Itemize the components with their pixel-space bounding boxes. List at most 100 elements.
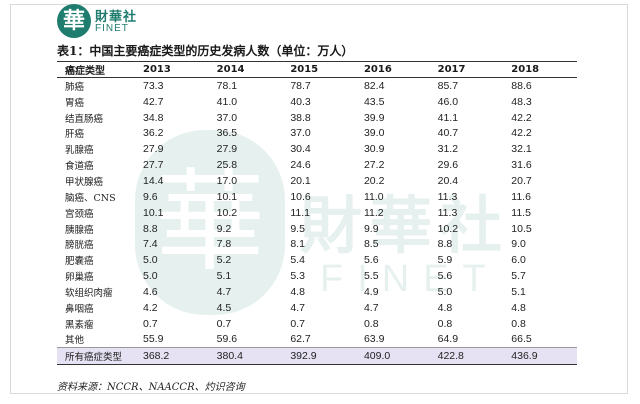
- table-row: 膀胱癌 7.4 7.8 8.1 8.5 8.8 9.0: [57, 236, 577, 252]
- cell-cancer-type: 脑癌、CNS: [65, 192, 116, 204]
- cell-value: 5.2: [216, 254, 232, 267]
- cell-value: 20.2: [363, 174, 385, 187]
- header-year: 2018: [503, 61, 577, 78]
- cell-value: 422.8: [429, 347, 504, 366]
- cell-value: 66.5: [511, 333, 532, 346]
- cell-value: 30.9: [363, 143, 385, 156]
- cell-value: 5.1: [511, 285, 526, 298]
- cell-value: 41.1: [437, 111, 459, 124]
- cell-value: 0.7: [290, 317, 305, 330]
- cell-cancer-type: 黑素瘤: [65, 319, 94, 331]
- cell-value: 11.5: [511, 206, 531, 219]
- cell-value: 78.7: [290, 79, 311, 92]
- cell-cancer-type: 肝癌: [65, 129, 85, 141]
- cell-value: 39.0: [363, 127, 385, 140]
- table-caption: 表1：中国主要癌症类型的历史发病人数（单位：万人）: [57, 44, 354, 58]
- cell-value: 37.0: [216, 111, 238, 124]
- table-row: 结直肠癌 34.8 37.0 38.8 39.9 41.1 42.2: [57, 110, 577, 126]
- cell-value: 36.5: [216, 127, 238, 140]
- cell-value: 43.5: [363, 95, 385, 108]
- cell-value: 8.8: [437, 238, 453, 251]
- cell-value: 9.9: [363, 222, 379, 235]
- cell-value: 8.5: [363, 238, 379, 251]
- cancer-incidence-table: 癌症类型 2013 2014 2015 2016 2017 2018 肺癌 73.…: [57, 61, 577, 366]
- table-row: 软组织肉瘤 4.6 4.7 4.8 4.9 5.0 5.1: [57, 284, 577, 300]
- logo-cn-text: 財華社: [95, 10, 138, 25]
- cell-value: 48.3: [511, 95, 532, 108]
- cell-value: 27.7: [143, 159, 164, 172]
- cell-value: 27.9: [143, 143, 164, 156]
- cell-cancer-type: 肺癌: [65, 81, 85, 93]
- cell-value: 82.4: [363, 79, 385, 92]
- cell-cancer-type: 甲状腺癌: [65, 176, 104, 188]
- cell-value: 4.8: [437, 301, 453, 314]
- cell-cancer-type: 食道癌: [65, 161, 94, 173]
- cell-value: 42.7: [143, 95, 164, 108]
- table-row: 卵巢癌 5.0 5.1 5.3 5.5 5.6 5.7: [57, 268, 577, 284]
- cell-value: 10.2: [216, 206, 238, 219]
- watermark-en: FINET: [320, 258, 500, 300]
- cell-value: 63.9: [363, 333, 385, 346]
- table-header-row: 癌症类型 2013 2014 2015 2016 2017 2018: [57, 61, 577, 78]
- cell-value: 31.6: [511, 159, 532, 172]
- table-row: 宫颈癌 10.1 10.2 11.1 11.2 11.3 11.5: [57, 205, 577, 221]
- cell-value: 27.2: [363, 159, 385, 172]
- cell-value: 11.1: [290, 206, 310, 219]
- cell-value: 62.7: [290, 333, 311, 346]
- cell-value: 41.0: [216, 95, 238, 108]
- cell-value: 9.2: [216, 222, 232, 235]
- cell-value: 4.9: [363, 285, 379, 298]
- cell-cancer-type: 宫颈癌: [65, 208, 94, 220]
- cell-value: 11.3: [437, 206, 458, 219]
- cell-value: 11.0: [363, 190, 384, 203]
- cell-value: 11.2: [363, 206, 384, 219]
- cell-value: 9.5: [290, 222, 305, 235]
- cell-value: 7.4: [143, 238, 158, 251]
- cell-value: 14.4: [143, 174, 164, 187]
- cell-value: 9.6: [143, 190, 158, 203]
- cell-value: 31.2: [437, 143, 459, 156]
- cell-value: 78.1: [216, 79, 238, 92]
- cell-value: 10.6: [290, 190, 311, 203]
- cell-value: 4.7: [363, 301, 379, 314]
- cell-value: 5.6: [363, 254, 379, 267]
- cell-value: 37.0: [290, 127, 311, 140]
- cell-value: 5.4: [290, 254, 305, 267]
- table-row: 甲状腺癌 14.4 17.0 20.1 20.2 20.4 20.7: [57, 173, 577, 189]
- cell-value: 64.9: [437, 333, 459, 346]
- cell-value: 85.7: [437, 79, 459, 92]
- cell-value: 29.6: [437, 159, 459, 172]
- cell-cancer-type: 所有癌症类型: [57, 347, 135, 366]
- cell-value: 20.4: [437, 174, 459, 187]
- header-year: 2016: [355, 61, 430, 78]
- header-year: 2014: [208, 61, 283, 78]
- cell-value: 4.5: [216, 301, 232, 314]
- table-total-row: 所有癌症类型 368.2 380.4 392.9 409.0 422.8 436.9: [57, 347, 577, 366]
- cell-value: 5.7: [511, 270, 526, 283]
- cell-value: 4.7: [216, 285, 232, 298]
- cell-value: 4.7: [290, 301, 305, 314]
- cell-value: 5.0: [143, 254, 158, 267]
- cell-value: 10.1: [216, 190, 238, 203]
- cell-cancer-type: 乳腺癌: [65, 145, 94, 157]
- cell-value: 8.8: [143, 222, 158, 235]
- cell-value: 9.0: [511, 238, 526, 251]
- finet-logo: 華 財華社 FINET: [57, 4, 149, 38]
- cell-value: 59.6: [216, 333, 238, 346]
- cell-value: 392.9: [282, 347, 356, 366]
- cell-value: 11.3: [437, 190, 458, 203]
- header-year: 2013: [135, 61, 209, 78]
- logo-seal-icon: 華: [57, 4, 91, 38]
- table-row: 脑癌、CNS 9.6 10.1 10.6 11.0 11.3 11.6: [57, 189, 577, 205]
- cell-value: 73.3: [143, 79, 164, 92]
- cell-value: 40.7: [437, 127, 459, 140]
- cell-value: 34.8: [143, 111, 164, 124]
- cell-value: 88.6: [511, 79, 532, 92]
- table-row: 食道癌 27.7 25.8 24.6 27.2 29.6 31.6: [57, 157, 577, 173]
- cell-value: 39.9: [363, 111, 385, 124]
- cell-value: 0.8: [363, 317, 379, 330]
- table-row: 胰腺癌 8.8 9.2 9.5 9.9 10.2 10.5: [57, 221, 577, 237]
- cell-value: 17.0: [216, 174, 238, 187]
- cell-value: 36.2: [143, 127, 164, 140]
- cell-value: 40.3: [290, 95, 311, 108]
